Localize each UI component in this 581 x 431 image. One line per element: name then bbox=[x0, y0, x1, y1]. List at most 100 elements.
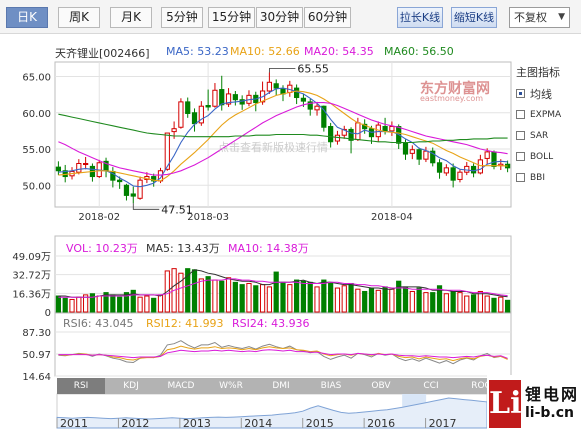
candle-body bbox=[457, 171, 463, 180]
boll-checkbox[interactable] bbox=[516, 152, 525, 161]
low-marker-line bbox=[132, 203, 160, 210]
ma-line-ma20 bbox=[58, 102, 508, 176]
vol-legend-ma5: MA5: 13.43万 bbox=[146, 242, 220, 255]
adjust-select-value: 不复权 bbox=[514, 11, 547, 24]
tab-15min[interactable]: 15分钟 bbox=[208, 7, 255, 28]
candle-body bbox=[83, 163, 89, 165]
eastmoney-watermark: 东方财富网 bbox=[420, 81, 490, 97]
y-tick-label: 55.00 bbox=[22, 145, 51, 156]
volume-bar bbox=[314, 286, 320, 313]
candle-body bbox=[191, 112, 198, 125]
y-tick-label: 60.00 bbox=[22, 109, 51, 120]
candle-body bbox=[409, 149, 415, 154]
volume-bar bbox=[498, 296, 504, 313]
rsi-y-tick-label: 50.97 bbox=[22, 350, 51, 361]
volume-bar bbox=[55, 295, 62, 313]
navigator-year-label: 2017 bbox=[429, 417, 457, 430]
expma-checkbox[interactable] bbox=[516, 110, 525, 119]
tab-rsi[interactable]: RSI bbox=[57, 378, 105, 394]
tab-kdj[interactable]: KDJ bbox=[123, 381, 139, 391]
volume-bar bbox=[280, 281, 286, 313]
volume-bar bbox=[69, 298, 75, 313]
candle-body bbox=[307, 101, 313, 110]
main-x-axis: 2018-02 2018-03 2018-04 bbox=[78, 212, 412, 223]
candle-body bbox=[171, 128, 177, 133]
candle-body bbox=[198, 105, 204, 124]
low-price-label: 47.51 bbox=[161, 203, 193, 216]
tab-macd[interactable]: MACD bbox=[167, 381, 195, 391]
volume-bar bbox=[157, 294, 164, 313]
rsi-y-axis: 87.30 50.97 14.64 bbox=[22, 328, 51, 383]
volume-bar bbox=[83, 294, 89, 313]
tab-bias[interactable]: BIAS bbox=[320, 381, 342, 391]
volume-bar bbox=[273, 271, 279, 313]
ma-checkbox[interactable] bbox=[516, 89, 525, 98]
bbi-checkbox[interactable] bbox=[516, 173, 525, 182]
navigator-year-label: 2015 bbox=[306, 417, 334, 430]
candle-body bbox=[314, 105, 320, 111]
navigator-year-label: 2016 bbox=[367, 417, 395, 430]
candle-body bbox=[321, 105, 327, 128]
volume-bar bbox=[232, 281, 238, 313]
candle-body bbox=[402, 142, 409, 155]
price-annotations: 65.55 47.51 bbox=[132, 63, 329, 216]
tab-obv[interactable]: OBV bbox=[371, 381, 391, 391]
candle-body bbox=[232, 94, 238, 101]
volume-bar bbox=[123, 292, 130, 313]
candle-body bbox=[185, 101, 191, 114]
volume-bar bbox=[178, 272, 184, 313]
volume-bar bbox=[198, 278, 204, 313]
rsi-lines bbox=[58, 340, 508, 365]
volume-bar bbox=[103, 292, 109, 313]
volume-bar bbox=[239, 284, 245, 313]
volume-bar bbox=[117, 296, 123, 313]
indicator-option-expma[interactable]: EXPMA bbox=[516, 107, 580, 122]
volume-bar bbox=[300, 280, 307, 313]
candle-body bbox=[212, 89, 218, 107]
volume-bar bbox=[430, 292, 436, 313]
tab-5min[interactable]: 5分钟 bbox=[161, 7, 203, 28]
li-b-logo: Li 锂电网 li-b.cn bbox=[487, 375, 581, 431]
indicator-option-ma[interactable]: 均线 bbox=[516, 86, 580, 101]
extend-k-button[interactable]: 拉长K线 bbox=[397, 7, 443, 28]
volume-bar bbox=[457, 292, 463, 313]
volume-bar bbox=[225, 277, 232, 313]
adjust-select[interactable]: 不复权 ▼ bbox=[509, 7, 570, 28]
vol-legend-ma10: MA10: 14.38万 bbox=[228, 242, 309, 255]
tab-dmi[interactable]: DMI bbox=[272, 381, 290, 391]
rsi-chart-frame bbox=[54, 312, 512, 377]
indicator-option-bbi[interactable]: BBI bbox=[516, 170, 580, 185]
tab-cci[interactable]: CCI bbox=[423, 381, 439, 391]
toolbar: 日K 周K 月K 5分钟 15分钟 30分钟 60分钟 拉长K线 缩短K线 不复… bbox=[0, 0, 581, 34]
volume-y-tick-label: 0 bbox=[45, 308, 51, 319]
candle-body bbox=[491, 151, 497, 167]
tab-30min[interactable]: 30分钟 bbox=[256, 7, 303, 28]
tab-60min[interactable]: 60分钟 bbox=[304, 7, 351, 28]
indicator-option-sar[interactable]: SAR bbox=[516, 128, 580, 143]
tab-weekly-k[interactable]: 周K bbox=[58, 7, 100, 28]
indicator-panel: 主图指标 均线 EXPMA SAR BOLL BBI bbox=[516, 64, 580, 185]
tab-daily-k[interactable]: 日K bbox=[6, 7, 48, 28]
tab-wr[interactable]: W%R bbox=[219, 381, 243, 391]
candle-body bbox=[443, 167, 449, 174]
volume-bar bbox=[76, 296, 82, 313]
volume-bar bbox=[253, 285, 259, 313]
ma-line-ma5 bbox=[58, 87, 508, 188]
eastmoney-watermark-url: eastmoney.com bbox=[420, 94, 484, 103]
shrink-k-button[interactable]: 缩短K线 bbox=[451, 7, 497, 28]
candle-body bbox=[137, 179, 143, 199]
candle-body bbox=[219, 89, 225, 106]
volume-moving-averages bbox=[58, 269, 508, 298]
x-tick-label: 2018-03 bbox=[187, 212, 229, 223]
indicator-option-boll[interactable]: BOLL bbox=[516, 149, 580, 164]
volume-bar bbox=[402, 286, 409, 313]
candle-body bbox=[117, 179, 123, 183]
y-tick-label: 50.00 bbox=[22, 181, 51, 192]
navigator-year-label: 2014 bbox=[244, 417, 272, 430]
tab-monthly-k[interactable]: 月K bbox=[110, 7, 152, 28]
rsi-legend-rsi6: RSI6: 43.045 bbox=[63, 317, 134, 330]
sar-checkbox[interactable] bbox=[516, 131, 525, 140]
tab-roc[interactable]: ROC bbox=[471, 381, 491, 391]
candle-body bbox=[430, 150, 436, 164]
rsi-legend-rsi24: RSI24: 43.936 bbox=[232, 317, 310, 330]
